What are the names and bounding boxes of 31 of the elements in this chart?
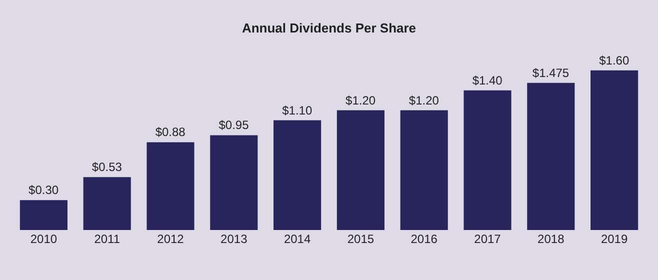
bar: [527, 82, 575, 230]
x-tick-label: 2013: [220, 232, 248, 246]
data-label: $1.10: [282, 103, 312, 118]
data-label: $1.475: [532, 66, 570, 80]
x-tick-label: 2018: [538, 232, 565, 246]
data-label: $0.88: [155, 125, 186, 140]
x-tick-label: 2016: [410, 232, 438, 246]
data-label: $1.40: [472, 73, 503, 88]
x-tick-label: 2010: [30, 232, 58, 246]
bar: [210, 135, 258, 230]
bar: [336, 110, 384, 230]
x-tick-label: 2017: [474, 232, 502, 246]
chart-title: Annual Dividends Per Share: [242, 20, 416, 36]
data-label: $0.53: [92, 160, 122, 174]
data-label: $1.20: [346, 93, 376, 108]
bar: [274, 120, 322, 230]
bar: [20, 200, 68, 230]
bar: [590, 70, 638, 230]
data-label: $1.20: [408, 93, 440, 108]
x-tick-label: 2012: [157, 232, 184, 246]
data-label: $1.60: [599, 53, 630, 68]
data-label: $0.30: [28, 183, 59, 198]
x-tick-label: 2015: [347, 232, 374, 246]
bar: [83, 177, 131, 230]
data-label: $0.95: [218, 118, 250, 132]
x-tick-label: 2014: [284, 232, 311, 246]
bar: [464, 90, 512, 230]
x-tick-label: 2011: [94, 232, 120, 246]
bar: [146, 142, 194, 230]
bar: [400, 110, 448, 230]
x-tick-label: 2019: [600, 232, 628, 246]
